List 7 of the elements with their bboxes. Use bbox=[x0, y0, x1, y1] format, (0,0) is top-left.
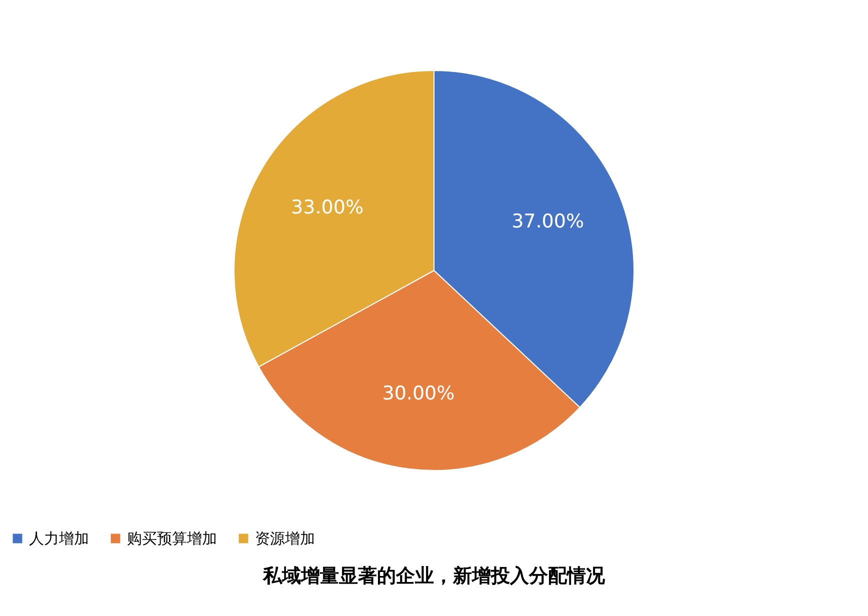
data-label: 33.00% bbox=[291, 196, 364, 218]
text: 私域增量显著的企业，新增投入分配情况 bbox=[262, 565, 606, 587]
data-label: 30.00% bbox=[382, 382, 455, 405]
legend-label: 购买预算增加 bbox=[127, 530, 217, 548]
legend-label: 人力增加 bbox=[29, 530, 89, 548]
legend-label: 资源增加 bbox=[255, 530, 315, 548]
data-label: 37.00% bbox=[512, 210, 584, 232]
